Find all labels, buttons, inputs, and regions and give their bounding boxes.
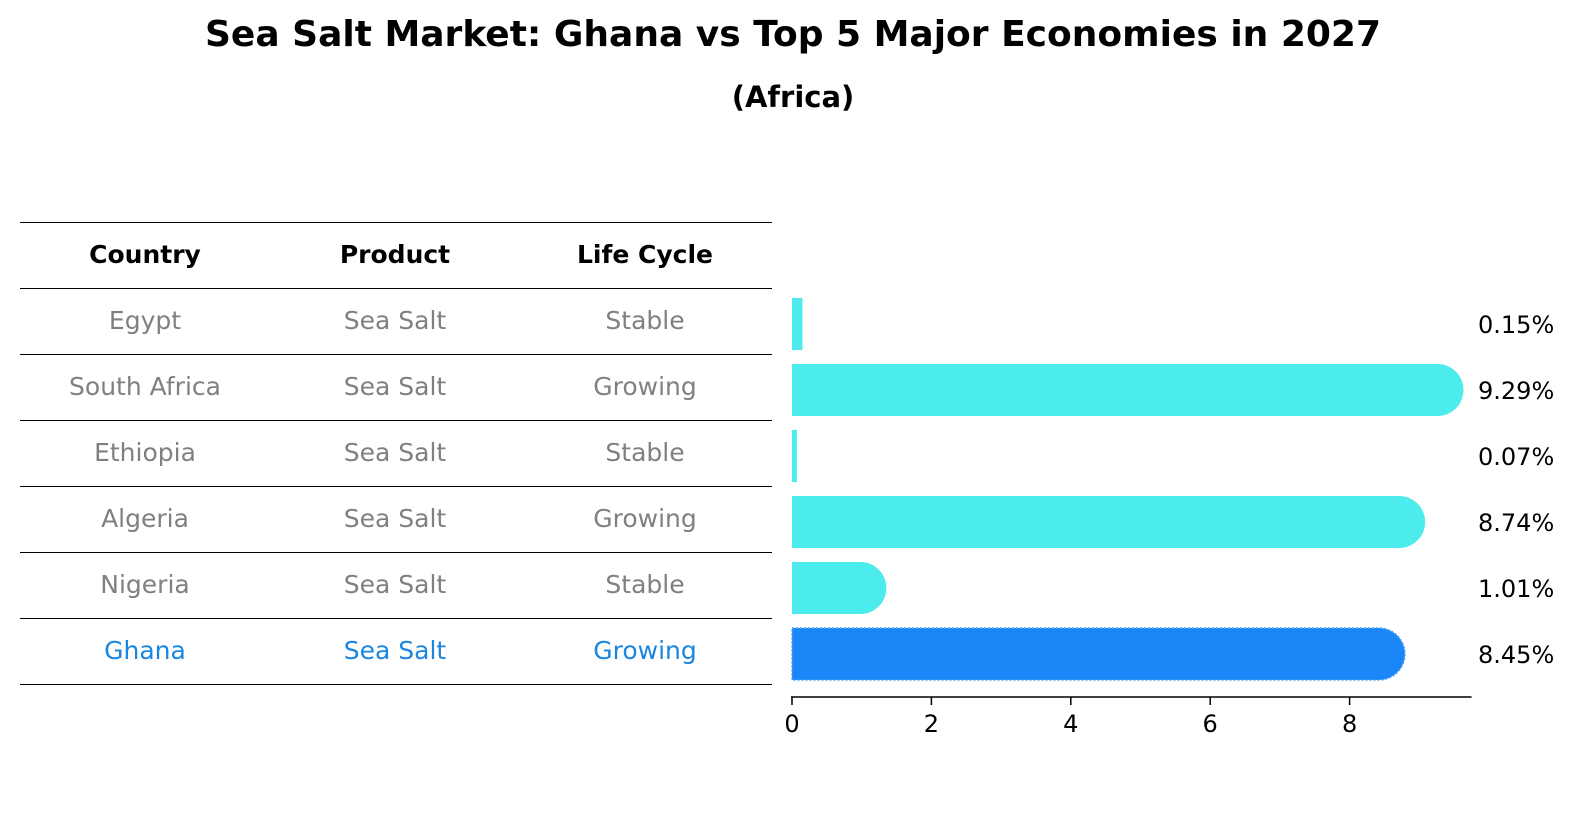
bar-egypt [792, 298, 803, 350]
bar-value-label: 8.45% [1478, 641, 1554, 669]
x-tick-label: 6 [1203, 710, 1218, 738]
cell-product: Sea Salt [343, 570, 447, 599]
table-rule [20, 618, 772, 619]
cell-product: Sea Salt [343, 306, 447, 335]
table-rule [20, 222, 772, 223]
table-rule [20, 684, 772, 685]
table-row: South Africa Sea Salt Growing [20, 354, 772, 420]
bar-value-label: 0.15% [1478, 311, 1554, 339]
table-header-row: Country Product Life Cycle [20, 222, 772, 288]
chart-subtitle: (Africa) [731, 80, 855, 114]
cell-product: Sea Salt [343, 372, 447, 401]
bar-ghana [791, 627, 1406, 681]
header-product: Product [339, 240, 451, 269]
cell-life-cycle: Stable [605, 306, 685, 335]
bar-ethiopia [792, 430, 797, 482]
cell-country: South Africa [69, 372, 221, 401]
cell-country: Ethiopia [94, 438, 196, 467]
bar-value-label: 1.01% [1478, 575, 1554, 603]
header-life-cycle: Life Cycle [576, 240, 714, 269]
table-rule [20, 552, 772, 553]
bar-value-label: 0.07% [1478, 443, 1554, 471]
cell-country: Ghana [104, 636, 186, 665]
bar-algeria [792, 496, 1426, 548]
bar-nigeria [792, 562, 887, 614]
x-tick-label: 8 [1342, 710, 1357, 738]
x-tick-label: 0 [784, 710, 799, 738]
x-tick-label: 4 [1063, 710, 1078, 738]
table-row-highlight: Ghana Sea Salt Growing [20, 618, 772, 684]
table-rule [20, 486, 772, 487]
table-rule [20, 288, 772, 289]
cell-country: Nigeria [100, 570, 190, 599]
table-row: Egypt Sea Salt Stable [20, 288, 772, 354]
table-rule [20, 354, 772, 355]
cell-life-cycle: Growing [593, 372, 697, 401]
bar-value-label: 8.74% [1478, 509, 1554, 537]
cell-product: Sea Salt [343, 438, 447, 467]
table-rule [20, 420, 772, 421]
cell-product: Sea Salt [343, 636, 447, 665]
cell-country: Algeria [101, 504, 189, 533]
country-table: Country Product Life Cycle Egypt Sea Sal… [20, 222, 772, 692]
table-row: Algeria Sea Salt Growing [20, 486, 772, 552]
table-row: Ethiopia Sea Salt Stable [20, 420, 772, 486]
cell-life-cycle: Stable [605, 438, 685, 467]
cell-product: Sea Salt [343, 504, 447, 533]
cell-life-cycle: Growing [593, 504, 697, 533]
cell-country: Egypt [108, 306, 182, 335]
table-row: Nigeria Sea Salt Stable [20, 552, 772, 618]
chart-title: Sea Salt Market: Ghana vs Top 5 Major Ec… [204, 14, 1382, 55]
cell-life-cycle: Growing [593, 636, 697, 665]
header-country: Country [89, 240, 201, 269]
cell-life-cycle: Stable [605, 570, 685, 599]
bar-value-label: 9.29% [1478, 377, 1554, 405]
x-tick-label: 2 [924, 710, 939, 738]
bar-south-africa [792, 364, 1464, 416]
